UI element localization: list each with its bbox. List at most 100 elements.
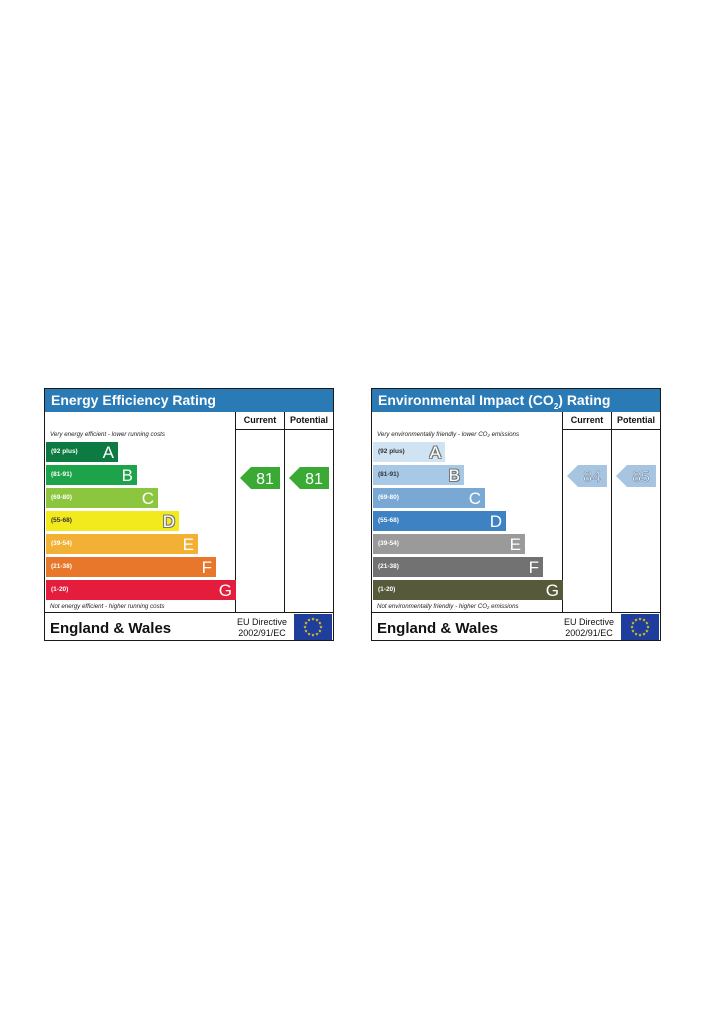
environmental-impact-chart: Environmental Impact (CO2) Rating Curren… — [371, 388, 661, 641]
star-icon: ★ — [631, 629, 636, 634]
band-range-label: (1-20) — [51, 586, 69, 593]
note-top: Very energy efficient - lower running co… — [50, 431, 165, 438]
band-c: (69-80) C — [373, 488, 485, 508]
star-icon: ★ — [642, 632, 647, 637]
star-icon: ★ — [645, 629, 650, 634]
eu-flag-icon: ★★★★★★★★★ ★ ★★ — [621, 614, 659, 640]
divider — [235, 429, 333, 430]
band-range-label: (39-54) — [378, 540, 399, 547]
energy-efficiency-chart: Energy Efficiency Rating Current Potenti… — [44, 388, 334, 641]
note-bottom: Not energy efficient - higher running co… — [50, 603, 165, 610]
directive-line-1: EU Directive — [563, 617, 614, 627]
band-e: (39-54) E — [373, 534, 525, 554]
star-icon: ★ — [642, 618, 647, 623]
divider — [562, 429, 660, 430]
band-letter-label: C — [468, 489, 481, 508]
star-icon: ★ — [634, 632, 639, 637]
divider — [235, 412, 236, 612]
band-range-label: (55-68) — [51, 517, 72, 524]
rating-value-label: 84 — [583, 469, 601, 486]
band-f: (21-38) F — [46, 557, 216, 577]
band-range-label: (81-91) — [51, 471, 72, 478]
band-range-label: (55-68) — [378, 517, 399, 524]
chart-title: Environmental Impact (CO2) Rating — [372, 389, 660, 412]
star-icon: ★ — [630, 625, 635, 630]
star-icon: ★ — [318, 621, 323, 626]
divider — [284, 412, 285, 612]
divider — [562, 412, 563, 612]
star-icon: ★ — [315, 618, 320, 623]
star-icon: ★ — [638, 617, 643, 622]
band-range-label: (69-80) — [51, 494, 72, 501]
band-range-label: (39-54) — [51, 540, 72, 547]
band-letter-label: B — [448, 466, 460, 485]
band-letter-label: G — [545, 581, 559, 600]
band-b: (81-91) B — [46, 465, 137, 485]
rating-arrow-shape — [240, 467, 280, 489]
band-d: (55-68) D — [46, 511, 179, 531]
band-g: (1-20) G — [46, 580, 236, 600]
rating-arrow-shape — [616, 464, 656, 487]
band-g: (1-20) G — [373, 580, 563, 600]
band-letter-label: D — [489, 512, 502, 531]
current-rating-arrow: 84 — [567, 465, 607, 488]
star-icon: ★ — [304, 621, 309, 626]
potential-column-header: Potential — [289, 415, 328, 425]
region-label: England & Wales — [377, 620, 499, 637]
potential-rating-arrow: 81 — [289, 467, 329, 489]
band-d: (55-68) D — [373, 511, 506, 531]
band-letter-label: E — [509, 535, 521, 554]
band-letter-label: D — [162, 512, 175, 531]
divider — [372, 612, 660, 613]
rating-value-label: 85 — [632, 469, 650, 486]
star-icon: ★ — [315, 632, 320, 637]
band-letter-label: A — [102, 443, 114, 462]
potential-column-header: Potential — [616, 415, 655, 425]
band-letter-label: G — [218, 581, 232, 600]
star-icon: ★ — [645, 621, 650, 626]
star-icon: ★ — [634, 618, 639, 623]
star-icon: ★ — [304, 629, 309, 634]
band-letter-label: B — [121, 466, 133, 485]
eu-flag-icon: ★★★★★★★★★ ★ ★★ — [294, 614, 332, 640]
star-icon: ★ — [311, 633, 316, 638]
star-icon: ★ — [311, 617, 316, 622]
directive-line-2: 2002/91/EC — [238, 628, 286, 638]
rating-arrow-shape — [289, 467, 329, 489]
rating-value-label: 81 — [256, 471, 274, 488]
directive-label: EU Directive 2002/91/EC — [558, 617, 620, 639]
star-icon: ★ — [319, 625, 324, 630]
band-e: (39-54) E — [46, 534, 198, 554]
directive-label: EU Directive 2002/91/EC — [231, 617, 293, 639]
band-f: (21-38) F — [373, 557, 543, 577]
band-range-label: (92 plus) — [378, 448, 405, 455]
band-a: (92 plus) A — [46, 442, 118, 462]
note-top: Very environmentally friendly - lower CO… — [377, 431, 520, 438]
current-column-header: Current — [570, 415, 604, 425]
divider — [611, 412, 612, 612]
chart-title: Energy Efficiency Rating — [45, 389, 333, 412]
band-range-label: (92 plus) — [51, 448, 78, 455]
region-label: England & Wales — [50, 620, 172, 637]
band-range-label: (1-20) — [378, 586, 396, 593]
potential-rating-arrow: 85 — [616, 464, 656, 487]
star-icon: ★ — [638, 633, 643, 638]
band-c: (69-80) C — [46, 488, 158, 508]
star-icon: ★ — [307, 632, 312, 637]
band-letter-label: A — [429, 443, 441, 462]
directive-line-2: 2002/91/EC — [565, 628, 613, 638]
band-a: (92 plus) A — [373, 442, 445, 462]
star-icon: ★ — [307, 618, 312, 623]
note-bottom: Not environmentally friendly - higher CO… — [377, 603, 519, 610]
current-rating-arrow: 81 — [240, 467, 280, 489]
divider — [45, 612, 333, 613]
star-icon: ★ — [318, 629, 323, 634]
band-range-label: (21-38) — [378, 563, 399, 570]
band-range-label: (81-91) — [378, 471, 399, 478]
star-icon: ★ — [631, 621, 636, 626]
rating-value-label: 81 — [305, 471, 323, 488]
band-letter-label: F — [201, 558, 212, 577]
directive-line-1: EU Directive — [236, 617, 287, 627]
band-range-label: (69-80) — [378, 494, 399, 501]
band-letter-label: E — [182, 535, 194, 554]
